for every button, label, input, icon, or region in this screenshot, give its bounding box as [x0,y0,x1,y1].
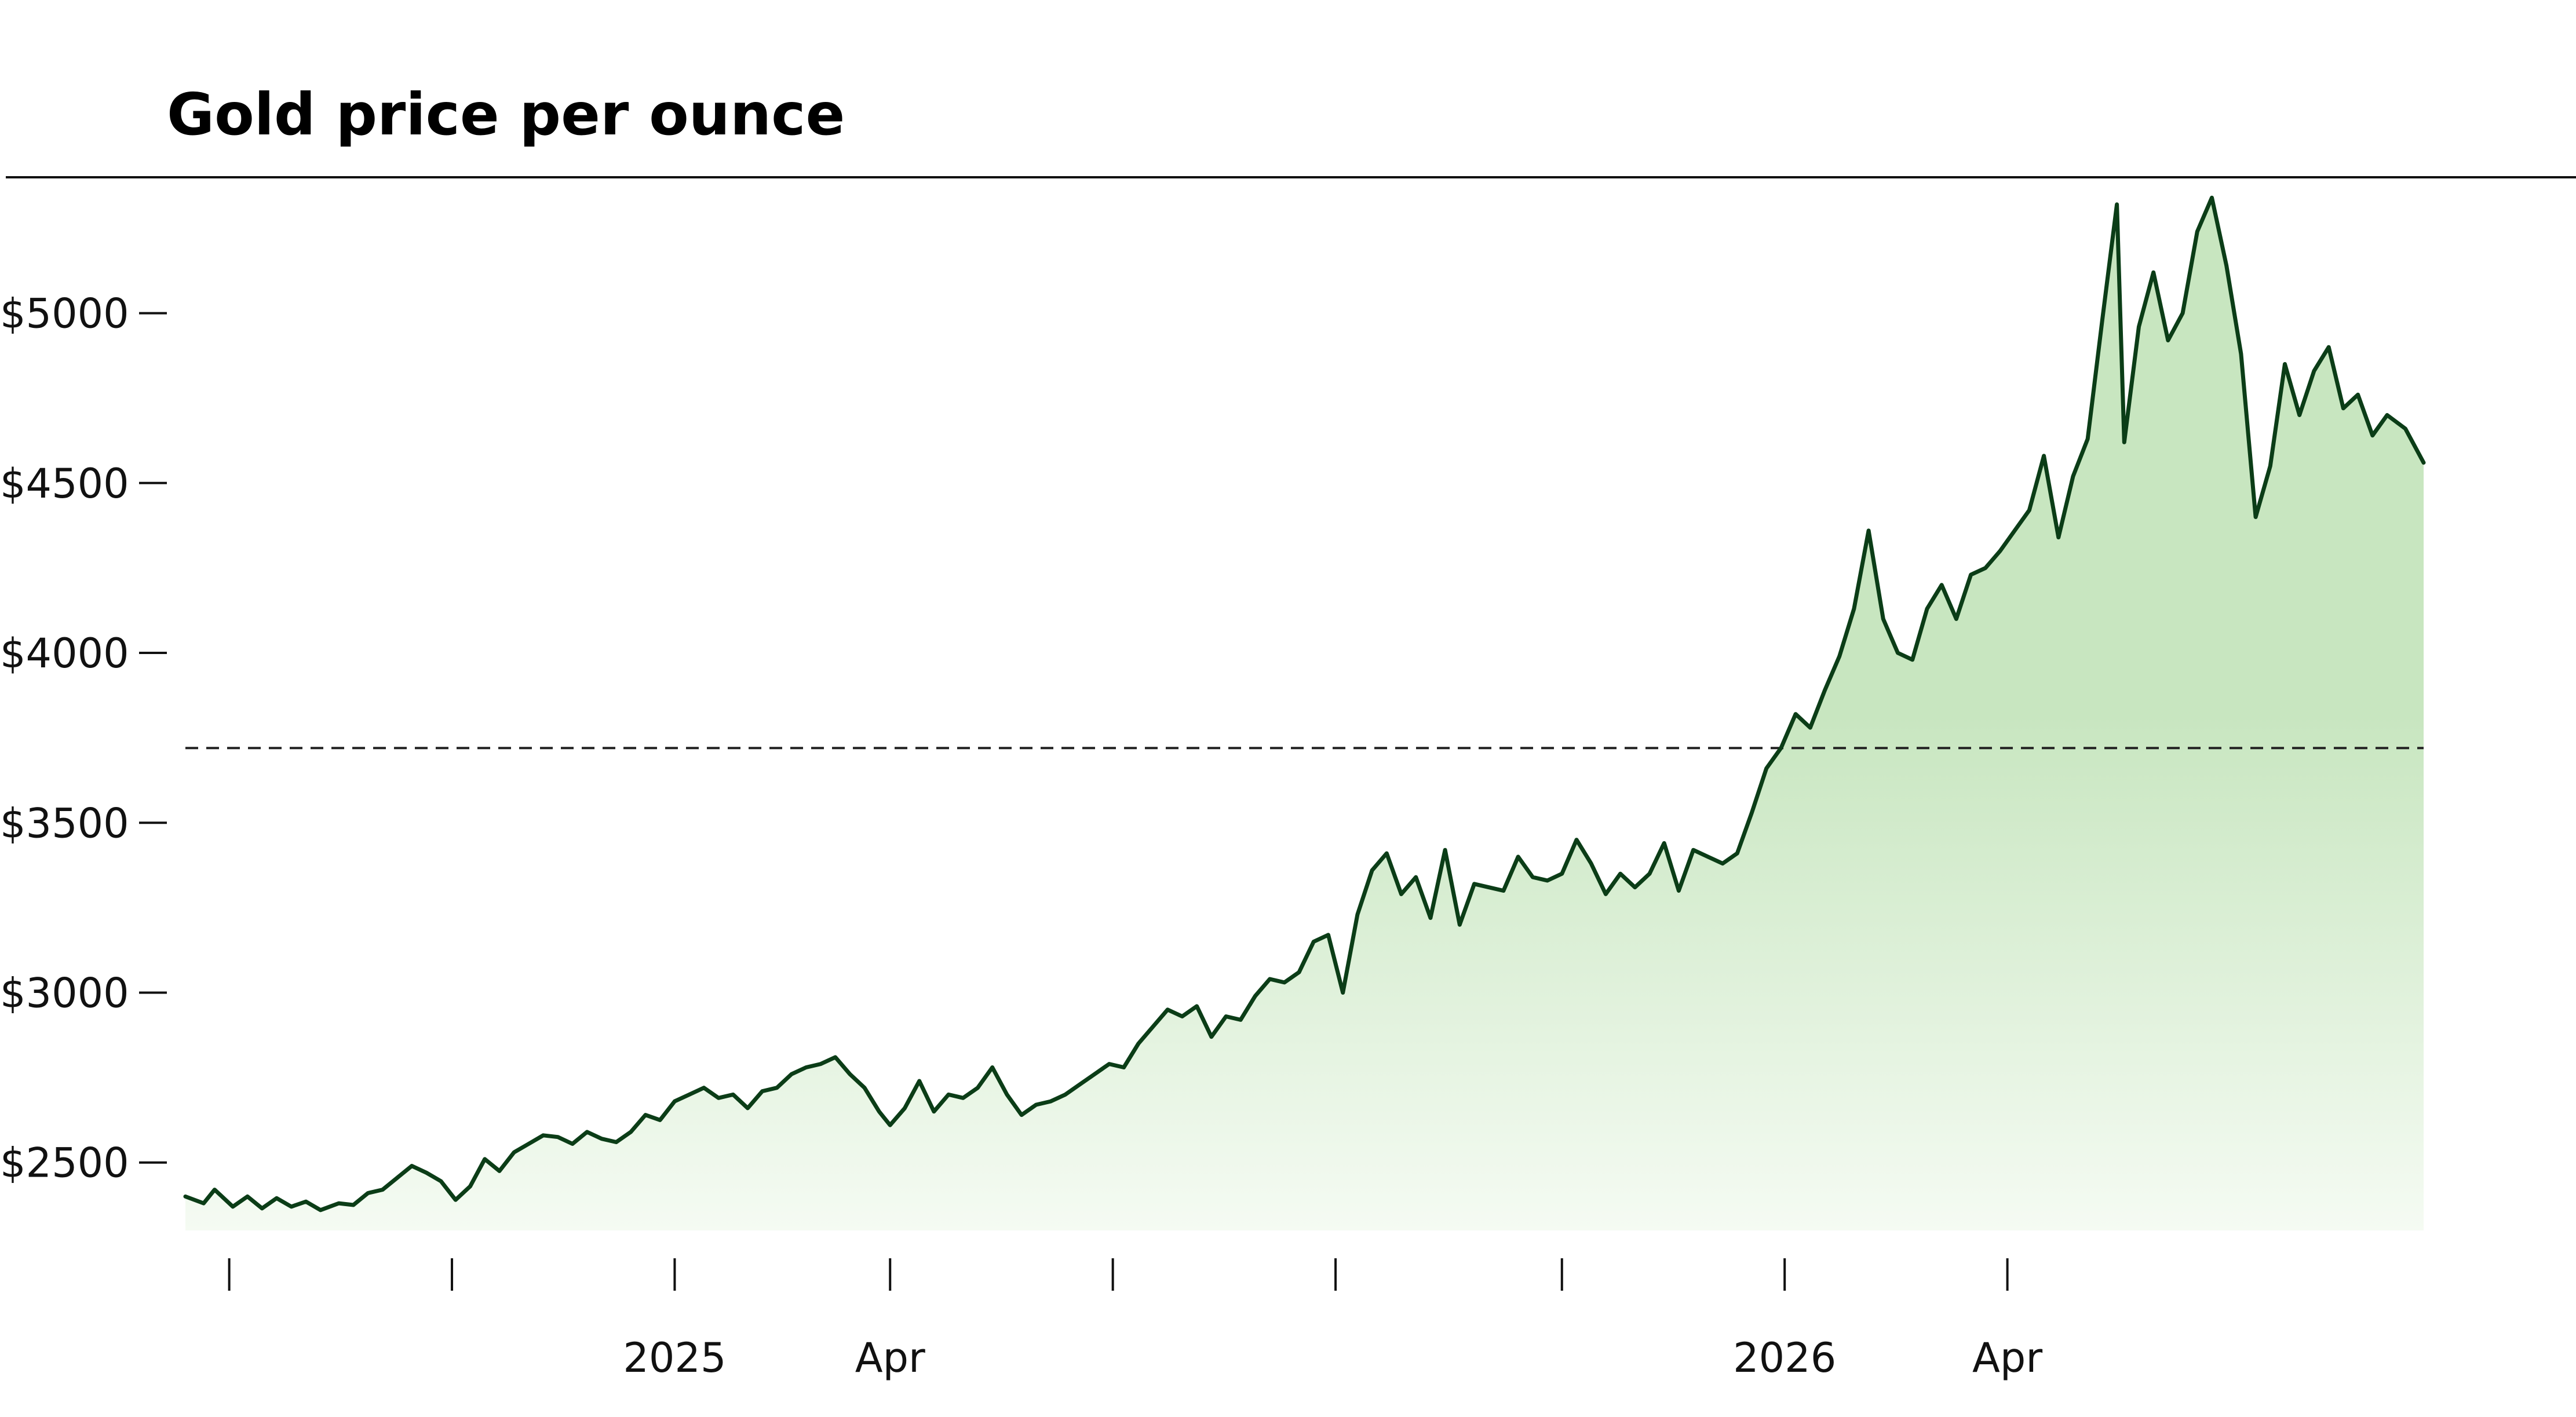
price-line [183,195,2426,1213]
chart-title: Gold price per ounce [167,81,845,148]
price-line-group [183,195,2426,1213]
x-tick-label: Apr [1972,1334,2042,1382]
y-tick-label: $3000 [0,969,129,1017]
y-tick-label: $2500 [0,1140,129,1187]
y-tick-label: $4500 [0,460,129,507]
x-tick-label: 2025 [623,1334,726,1382]
price-area-fill [185,198,2424,1231]
x-tick-label: 2026 [1733,1334,1836,1382]
price-area [185,198,2424,1231]
y-tick-label: $3500 [0,799,129,847]
x-axis: 2025 Apr 2026 Apr [228,1258,2042,1382]
y-axis: $2500 $3000 $3500 $4000 $4500 $5000 [0,290,167,1187]
y-tick-label: $4000 [0,630,129,677]
y-tick-label: $5000 [0,290,129,338]
x-tick-label: Apr [855,1334,925,1382]
